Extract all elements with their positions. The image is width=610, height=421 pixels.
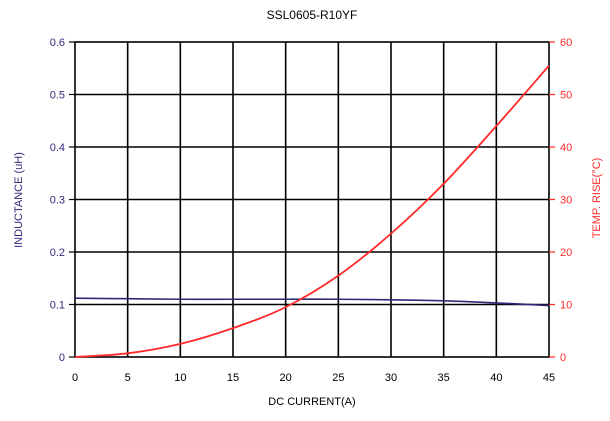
y-left-tick-label: 0.4 — [50, 142, 65, 154]
x-tick-label: 25 — [332, 372, 344, 384]
x-tick-label: 35 — [438, 372, 450, 384]
y-right-tick-label: 10 — [560, 300, 572, 312]
y-left-axis-ticks: 0 0.1 0.2 0.3 0.4 0.5 0.6 — [50, 37, 75, 364]
x-tick-label: 20 — [280, 372, 292, 384]
y-left-tick-label: 0.5 — [50, 90, 65, 102]
y-right-axis-label: TEMP. RISE(°C) — [591, 158, 603, 239]
temp-rise-line — [74, 65, 550, 358]
y-right-tick-label: 50 — [560, 90, 572, 102]
y-left-tick-label: 0.6 — [50, 37, 65, 49]
x-tick-label: 10 — [174, 372, 186, 384]
x-tick-label: 0 — [72, 372, 78, 384]
y-right-tick-label: 0 — [560, 352, 566, 364]
y-right-tick-label: 30 — [560, 195, 572, 207]
y-left-axis-label: INDUCTANCE (uH) — [13, 152, 25, 248]
y-left-tick-label: 0 — [59, 352, 65, 364]
y-left-tick-label: 0.1 — [50, 300, 65, 312]
x-tick-label: 30 — [385, 372, 397, 384]
series-group — [74, 65, 550, 358]
chart-title: SSL0605-R10YF — [267, 8, 358, 22]
y-left-tick-label: 0.2 — [50, 247, 65, 259]
x-tick-label: 5 — [125, 372, 131, 384]
y-right-tick-label: 20 — [560, 247, 572, 259]
y-right-axis-ticks: 0 10 20 30 40 50 60 — [549, 37, 572, 364]
x-tick-label: 40 — [490, 372, 502, 384]
x-tick-label: 45 — [543, 372, 555, 384]
y-right-tick-label: 60 — [560, 37, 572, 49]
grid — [75, 42, 549, 357]
y-right-tick-label: 40 — [560, 142, 572, 154]
x-axis-label: DC CURRENT(A) — [268, 396, 355, 408]
y-left-tick-label: 0.3 — [50, 195, 65, 207]
x-tick-label: 15 — [227, 372, 239, 384]
x-axis-ticks: 0 5 10 15 20 25 30 35 40 45 — [72, 372, 555, 384]
inductance-line — [74, 297, 550, 307]
